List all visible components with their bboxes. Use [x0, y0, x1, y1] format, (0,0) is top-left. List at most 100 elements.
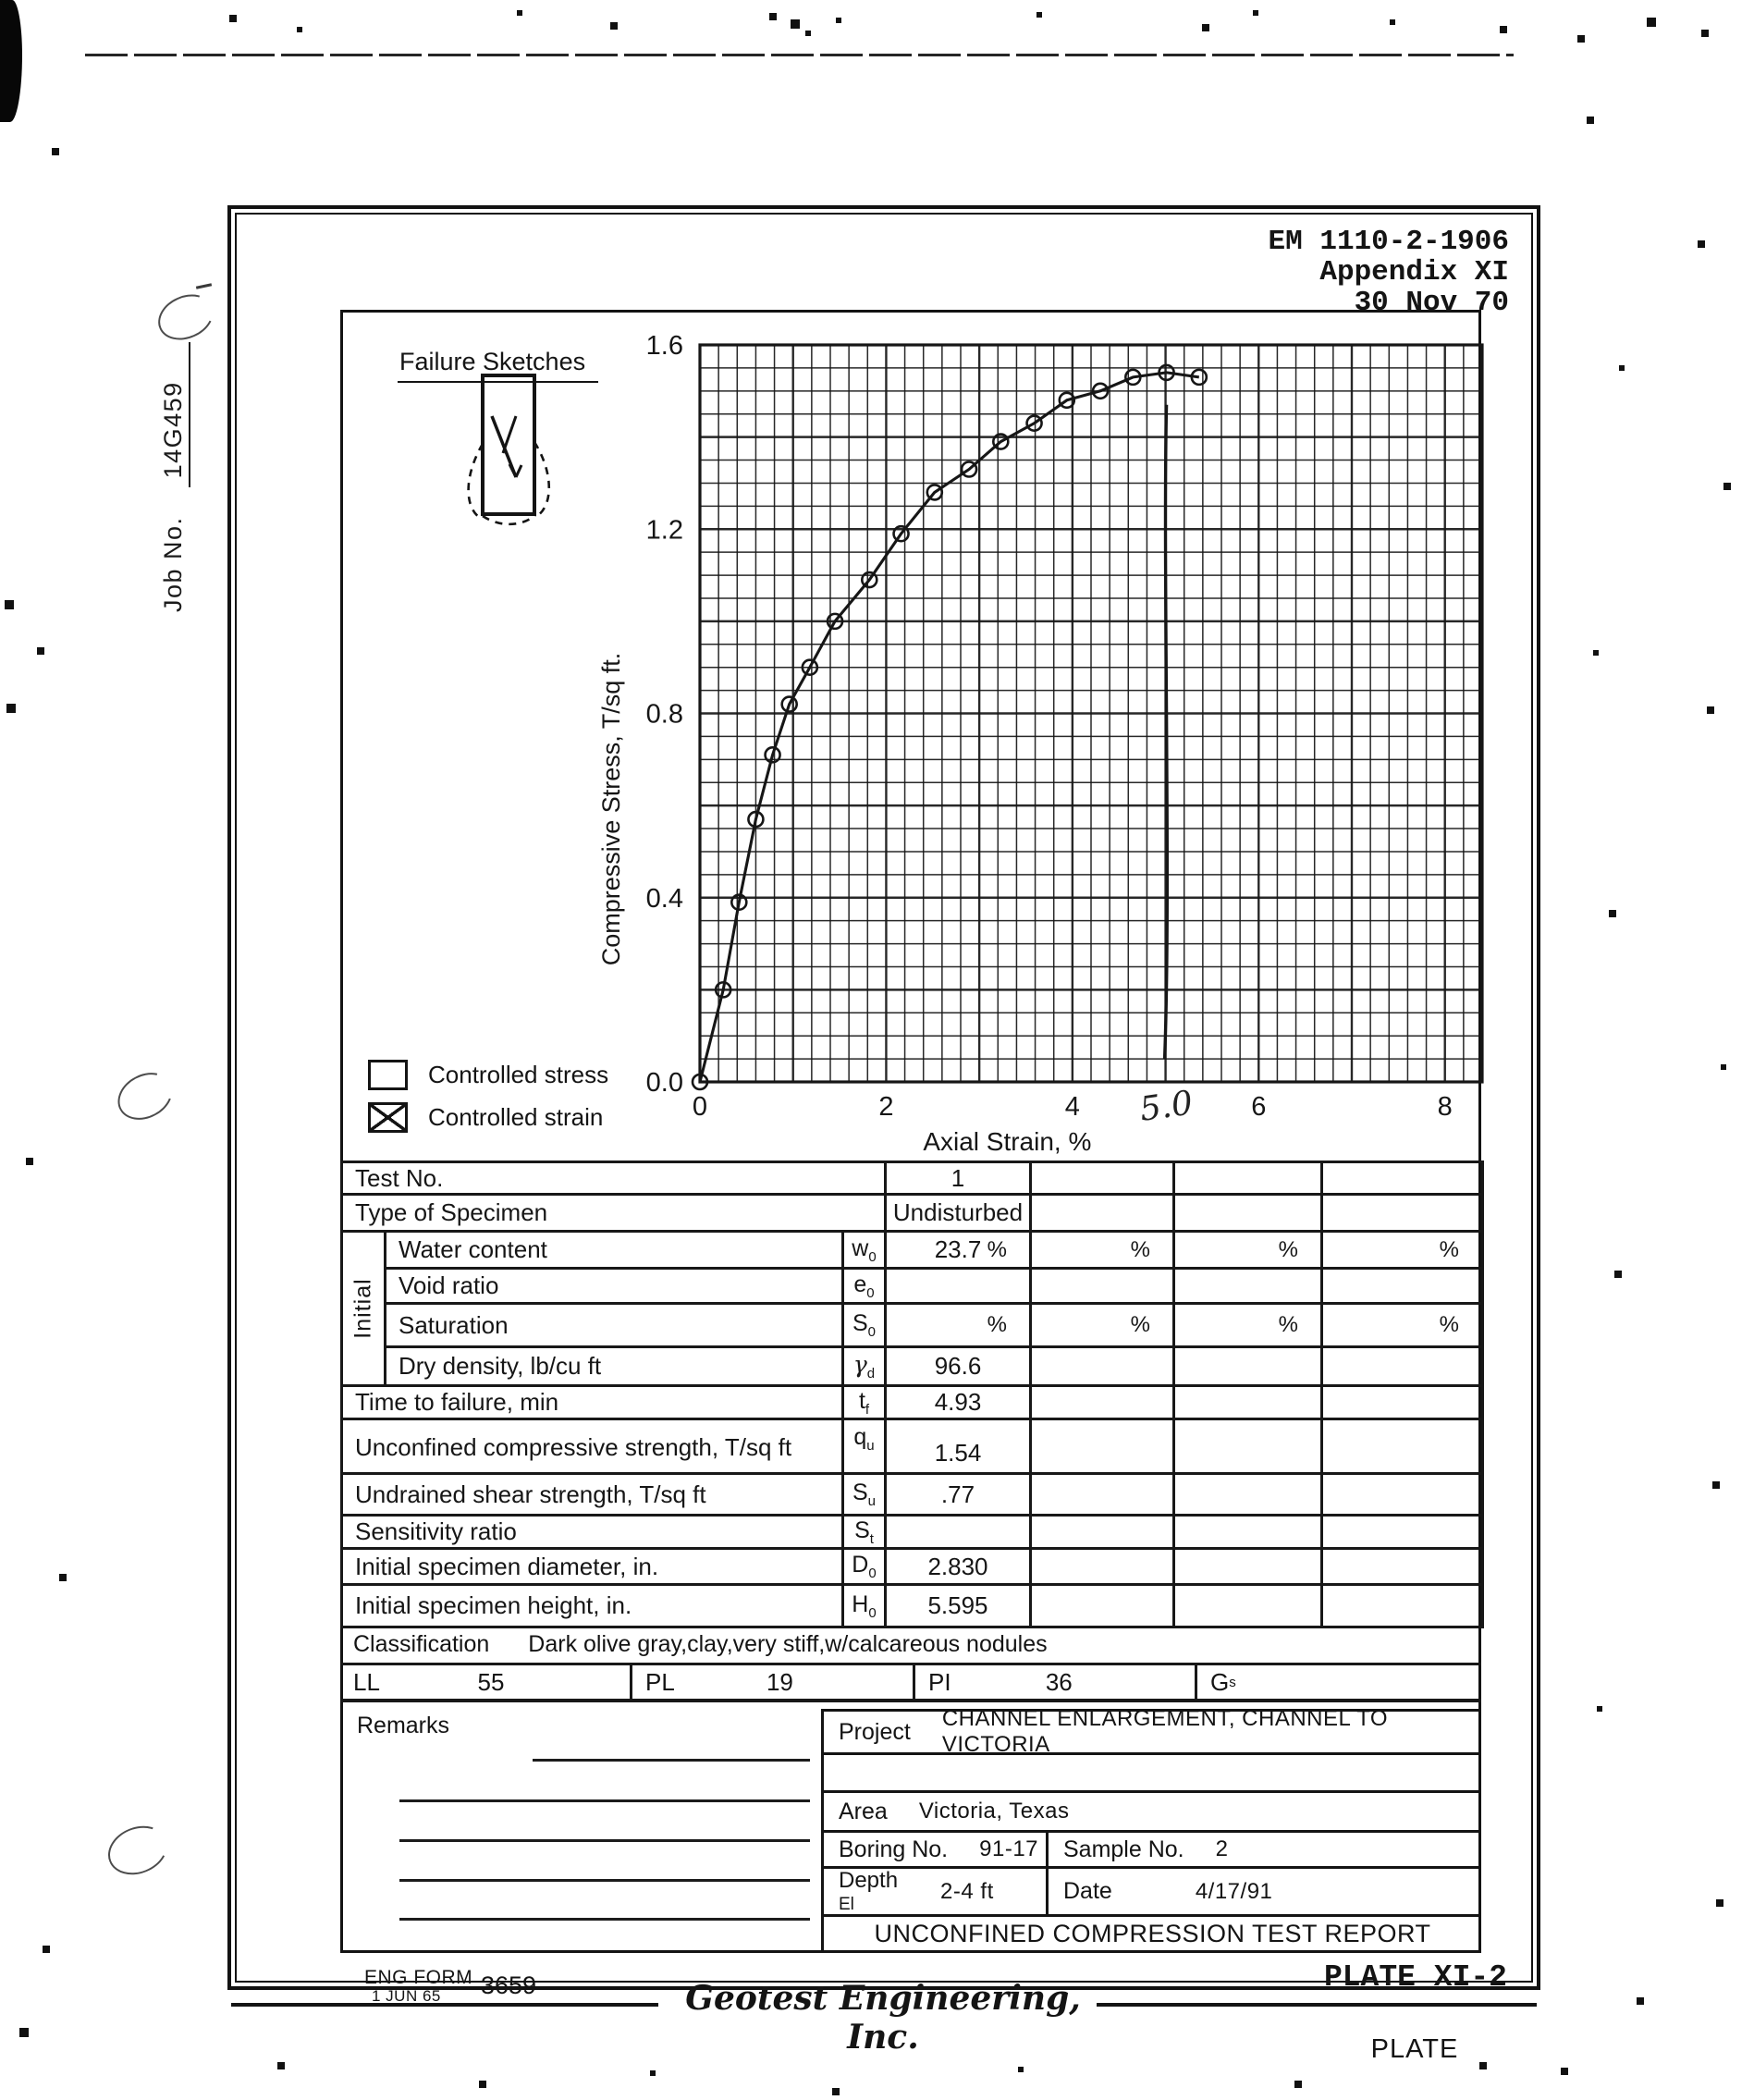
- symbol-cell: w0: [841, 1230, 887, 1270]
- sample-cell: Sample No. 2: [1046, 1833, 1481, 1866]
- table-row-specimen-height: Initial specimen height, in. H0 5.595: [340, 1583, 1484, 1628]
- value-cell: 2.830: [884, 1547, 1032, 1586]
- value-cell: [1172, 1472, 1323, 1517]
- scan-line-artifact: [85, 54, 1514, 56]
- sample-value: 2: [1215, 1836, 1229, 1861]
- footer-rule-left: [231, 2003, 658, 2007]
- test-data-table: Test No. 1 Type of Specimen Undisturbed …: [340, 1161, 1484, 1628]
- row-label: Initial specimen height, in.: [340, 1583, 844, 1628]
- row-label: Undrained shear strength, T/sq ft: [340, 1472, 844, 1517]
- table-row-sensitivity: Sensitivity ratio St: [340, 1514, 1484, 1550]
- value-cell: [1029, 1161, 1175, 1196]
- value-cell: [1172, 1267, 1323, 1305]
- table-row-test-no: Test No. 1: [340, 1161, 1484, 1196]
- area-value: Victoria, Texas: [918, 1799, 1070, 1824]
- value-cell: [1320, 1583, 1484, 1628]
- remarks-line: [399, 1799, 810, 1802]
- value-cell: [1029, 1267, 1175, 1305]
- area-row: Area Victoria, Texas: [824, 1793, 1481, 1833]
- document-header: EM 1110-2-1906 Appendix XI 30 Nov 70: [1091, 227, 1509, 319]
- value-cell: %: [1172, 1230, 1323, 1270]
- company-name: Geotest Engineering, Inc.: [685, 1979, 1081, 2057]
- row-label: Water content: [384, 1230, 844, 1270]
- page-frame-outer: [227, 205, 1540, 1990]
- value-cell: [1320, 1267, 1484, 1305]
- table-row-time-to-failure: Time to failure, min tf 4.93: [340, 1384, 1484, 1420]
- svg-text:1.6: 1.6: [646, 331, 683, 361]
- svg-text:0.4: 0.4: [646, 884, 683, 914]
- row-label: Initial specimen diameter, in.: [340, 1547, 844, 1586]
- value-cell: [1172, 1193, 1323, 1233]
- svg-text:0.8: 0.8: [646, 700, 683, 730]
- boring-cell: Boring No. 91-17: [839, 1836, 1039, 1862]
- stress-strain-chart: 0 2 4 6 8 0.0 0.4 0.8 1.2 1.6 Axial Strain, % Compr…: [597, 331, 1484, 1156]
- value-cell: [1029, 1514, 1175, 1550]
- footer-form-id: ENG FORM 1 JUN 65: [364, 1967, 473, 2005]
- remarks-line: [399, 1918, 810, 1921]
- value-cell: [1029, 1418, 1175, 1475]
- svg-text:Compressive Stress, T/sq ft.: Compressive Stress, T/sq ft.: [597, 653, 625, 966]
- legend-label: Controlled strain: [428, 1103, 604, 1131]
- value-cell: %: [1172, 1302, 1323, 1348]
- svg-text:6: 6: [1251, 1092, 1266, 1122]
- remarks-line: [533, 1759, 810, 1762]
- value-cell: [884, 1514, 1032, 1550]
- symbol-cell: S0: [841, 1302, 887, 1348]
- value-cell: [1320, 1161, 1484, 1196]
- row-label: Test No.: [340, 1161, 887, 1196]
- value-cell: [1029, 1384, 1175, 1420]
- row-label: Saturation: [384, 1302, 844, 1348]
- project-label: Project: [839, 1718, 911, 1745]
- value-cell: 5.595: [884, 1583, 1032, 1628]
- value-cell: %: [1029, 1302, 1175, 1348]
- boring-value: 91-17: [979, 1836, 1039, 1861]
- svg-text:4: 4: [1065, 1092, 1080, 1122]
- value-cell: [1172, 1161, 1323, 1196]
- initial-group-label: Initial: [350, 1278, 376, 1339]
- pen-mark-circle: [151, 286, 221, 349]
- plasticity-index-cell: PI 36: [915, 1665, 1197, 1699]
- value-cell: 4.93: [884, 1384, 1032, 1420]
- report-title: UNCONFINED COMPRESSION TEST REPORT: [874, 1919, 1431, 1947]
- plate-word: PLATE: [1370, 2034, 1459, 2064]
- classification-label: Classification: [353, 1630, 490, 1657]
- plastic-limit-cell: PL 19: [632, 1665, 915, 1699]
- value-cell: [1029, 1472, 1175, 1517]
- value-cell: [1320, 1193, 1484, 1233]
- svg-text:8: 8: [1438, 1092, 1453, 1122]
- remarks-line: [399, 1879, 810, 1882]
- table-row-dry-density: Dry density, lb/cu ft γd 96.6: [342, 1345, 1484, 1387]
- value-cell: [1029, 1583, 1175, 1628]
- value-cell: %: [1029, 1230, 1175, 1270]
- value-cell: [1172, 1384, 1323, 1420]
- depth-value: 2-4 ft: [940, 1878, 994, 1904]
- value-cell: Undisturbed: [884, 1193, 1032, 1233]
- table-row-void-ratio: Void ratio e0: [342, 1267, 1484, 1305]
- value-cell: [1320, 1418, 1484, 1475]
- row-label: Type of Specimen: [340, 1193, 887, 1233]
- job-number-label: Job No.: [159, 516, 187, 612]
- symbol-cell: Su: [841, 1472, 887, 1517]
- value-cell: %: [884, 1302, 1032, 1348]
- header-appendix: Appendix XI: [1319, 255, 1509, 289]
- table-row-saturation: Saturation S0 % % % %: [342, 1302, 1484, 1348]
- svg-text:Axial Strain, %: Axial Strain, %: [923, 1127, 1091, 1156]
- value-cell: [1320, 1384, 1484, 1420]
- value-cell: [1320, 1472, 1484, 1517]
- symbol-cell: tf: [841, 1384, 887, 1420]
- form-label: ENG FORM: [364, 1967, 473, 1988]
- area-label: Area: [839, 1798, 888, 1824]
- row-label: Void ratio: [384, 1267, 844, 1305]
- boring-sample-row: Boring No. 91-17 Sample No. 2: [824, 1833, 1481, 1869]
- form-number: 3659: [481, 1971, 537, 1999]
- value-cell: %: [1320, 1302, 1484, 1348]
- footer-rule-right: [1097, 2003, 1537, 2007]
- header-date: 30 Nov 70: [1354, 286, 1509, 319]
- symbol-cell: St: [841, 1514, 887, 1550]
- value-cell: [1172, 1547, 1323, 1586]
- value-cell: 23.7%: [884, 1230, 1032, 1270]
- value-cell: [1029, 1193, 1175, 1233]
- job-number-margin: Job No. 14G459: [159, 342, 190, 612]
